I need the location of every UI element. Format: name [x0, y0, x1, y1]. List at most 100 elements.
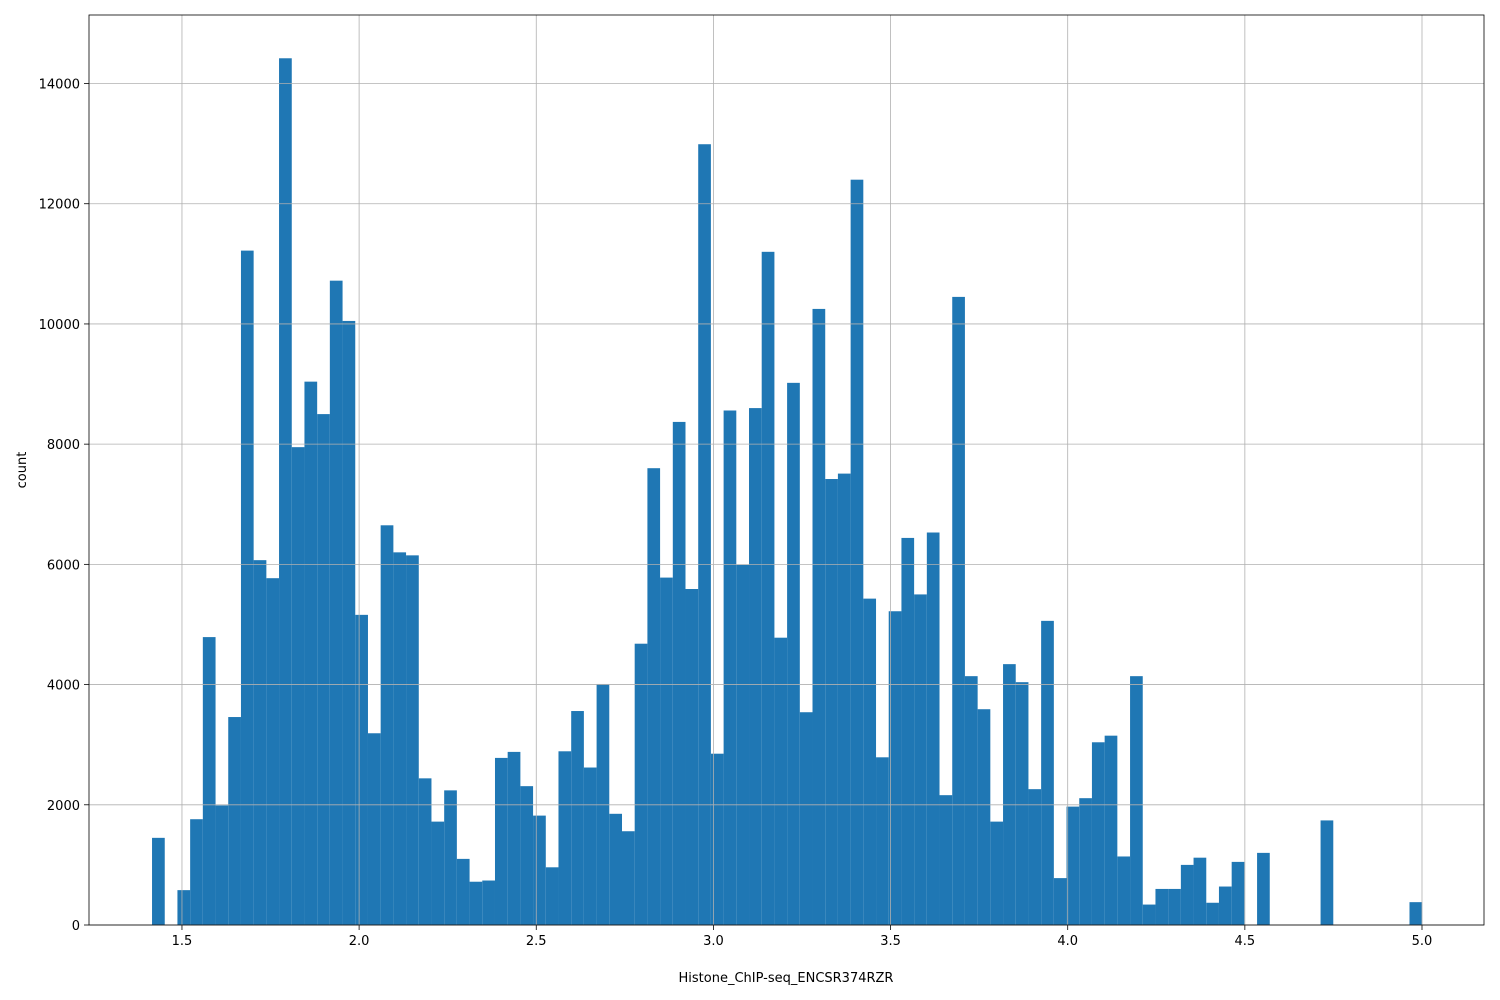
bar	[558, 751, 572, 925]
bar	[787, 382, 800, 925]
y-axis-label: count	[15, 452, 30, 489]
bar	[482, 880, 495, 925]
bar	[355, 614, 368, 925]
bar	[1053, 878, 1067, 925]
y-tick-label: 2000	[47, 799, 80, 814]
x-tick-label: 2.5	[526, 934, 547, 949]
bar	[1180, 864, 1194, 925]
bar	[266, 578, 280, 925]
bar	[825, 479, 838, 925]
bar	[1155, 888, 1169, 925]
bar	[952, 296, 965, 925]
x-tick-label: 5.0	[1412, 934, 1433, 949]
bar	[1130, 676, 1143, 925]
bar	[152, 837, 165, 925]
bar	[964, 676, 978, 925]
bar	[914, 594, 927, 925]
bar	[228, 717, 241, 925]
bar	[736, 564, 750, 925]
bar	[456, 858, 470, 925]
bar	[698, 144, 711, 925]
y-tick-label: 4000	[47, 679, 80, 694]
bar	[876, 757, 889, 925]
y-tick-label: 6000	[47, 558, 80, 573]
bar	[1028, 789, 1042, 925]
bar	[723, 410, 737, 925]
bar	[393, 552, 407, 925]
bar	[710, 753, 724, 925]
bar	[304, 381, 318, 925]
bar	[863, 598, 877, 925]
bar	[609, 813, 623, 925]
bar	[406, 555, 419, 925]
bar	[990, 821, 1004, 925]
bar	[444, 790, 457, 925]
x-tick-label: 3.5	[880, 934, 901, 949]
bar	[1041, 620, 1054, 925]
bar	[1168, 888, 1181, 925]
bar	[1193, 857, 1207, 925]
bar	[507, 751, 521, 925]
bar	[1320, 820, 1334, 925]
bar	[647, 468, 661, 925]
bar	[583, 767, 597, 925]
bar	[418, 778, 432, 925]
bar	[545, 867, 559, 925]
x-axis-label: Histone_ChIP-seq_ENCSR374RZR	[679, 971, 894, 986]
bar	[431, 821, 445, 925]
bar	[342, 320, 356, 925]
y-tick-label: 8000	[47, 438, 80, 453]
bar	[1218, 886, 1232, 925]
bar	[939, 795, 953, 925]
bar	[850, 179, 864, 925]
bar	[367, 733, 381, 925]
bar	[926, 532, 940, 925]
bar	[888, 611, 902, 925]
bar	[1079, 798, 1092, 925]
bar	[1206, 902, 1219, 925]
bar	[571, 711, 584, 925]
bar	[380, 525, 394, 925]
bar	[977, 709, 991, 925]
bar	[1231, 861, 1245, 925]
bar	[1091, 742, 1105, 925]
bar	[660, 577, 673, 925]
x-tick-label: 3.0	[703, 934, 724, 949]
bar	[1257, 852, 1270, 925]
bar	[1015, 682, 1029, 925]
y-tick-label: 10000	[39, 318, 80, 333]
bar	[469, 881, 483, 925]
bar	[1142, 904, 1156, 925]
bar	[837, 473, 851, 925]
y-tick-label: 14000	[39, 78, 80, 93]
bar	[202, 637, 216, 925]
bar	[317, 414, 330, 925]
bar	[799, 712, 813, 925]
bar	[1104, 735, 1118, 925]
x-tick-label: 4.0	[1057, 934, 1078, 949]
x-tick-label: 2.0	[349, 934, 370, 949]
bar	[215, 805, 229, 925]
bar	[494, 757, 508, 925]
plot-frame	[88, 14, 1485, 926]
bar	[1066, 806, 1080, 925]
bar	[329, 280, 343, 925]
bar	[622, 831, 635, 925]
bar	[533, 815, 546, 925]
x-tick-label: 4.5	[1235, 934, 1256, 949]
y-tick-label: 12000	[39, 198, 80, 213]
bar	[177, 890, 191, 925]
bar	[672, 421, 686, 925]
bar	[685, 589, 699, 925]
bar	[1003, 664, 1016, 925]
x-tick-label: 1.5	[172, 934, 193, 949]
bar	[190, 819, 203, 925]
bar	[279, 58, 292, 926]
bar	[240, 250, 254, 926]
bar	[634, 643, 648, 925]
y-tick-label: 0	[72, 919, 80, 934]
bar	[774, 637, 788, 925]
bar	[901, 537, 915, 925]
